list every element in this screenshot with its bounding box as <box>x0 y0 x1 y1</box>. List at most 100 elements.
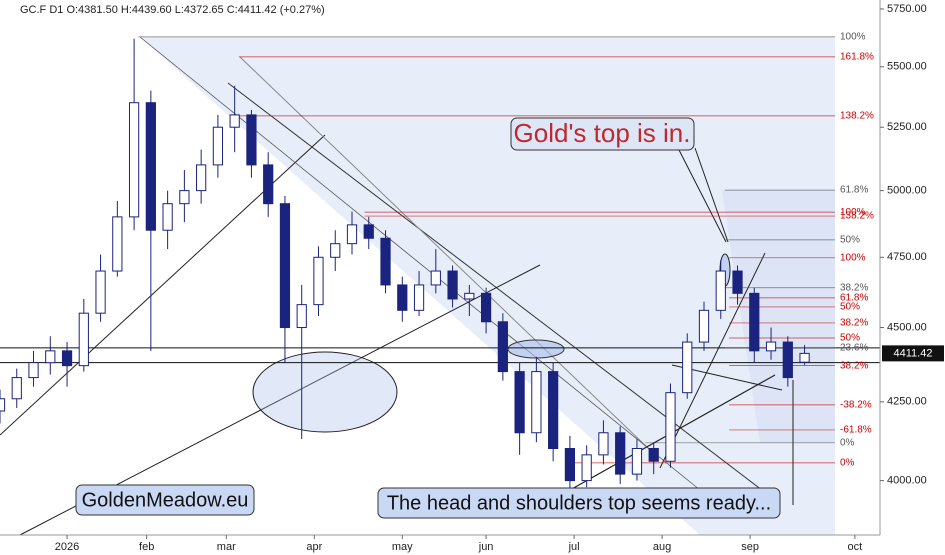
candle-body <box>682 341 693 394</box>
candle-body <box>145 102 156 231</box>
candle-body <box>732 270 743 294</box>
fib-label: 50% <box>840 235 860 246</box>
candle-body <box>112 216 123 272</box>
drawings <box>0 36 835 536</box>
callout-text: Gold's top is in. <box>514 118 691 148</box>
fib-label: 100% <box>840 252 866 263</box>
fib-label: 61.8% <box>840 292 868 303</box>
trendline <box>227 82 776 501</box>
candle-body <box>196 164 207 192</box>
header: GC.F D1 O:4381.50 H:4439.60 L:4372.65 C:… <box>20 4 325 16</box>
fib-label: 138.2% <box>840 211 874 222</box>
candle-body <box>514 371 525 434</box>
trendline <box>239 56 651 451</box>
candle-body <box>615 432 626 475</box>
fib-label: 61.8% <box>840 185 868 196</box>
candle-body <box>531 371 542 434</box>
candle-body <box>497 321 508 373</box>
candle-body <box>11 377 22 400</box>
x-tick-label: apr <box>306 541 322 553</box>
candle-body <box>581 454 592 482</box>
highlight-ellipse <box>252 351 398 433</box>
x-tick-label: jul <box>568 541 580 553</box>
plot-area: 100%161.8%138.2%61.8%100%138.2%50%100%38… <box>0 32 880 497</box>
candle-body <box>246 114 257 166</box>
candle-body <box>749 292 760 352</box>
fib-label: 50% <box>840 302 860 313</box>
y-tick-label: 4000.00 <box>887 475 927 487</box>
fib-label: 50% <box>840 333 860 344</box>
fib-label: 38.2% <box>840 360 868 371</box>
candle-body <box>0 398 6 412</box>
y-tick-label: 4750.00 <box>887 251 927 263</box>
candle-body <box>782 341 793 379</box>
y-tick-label: 5250.00 <box>887 121 927 133</box>
callout-box <box>377 487 781 519</box>
fib-label: 23.6% <box>840 343 868 354</box>
fib-label: 100% <box>840 207 866 218</box>
candle-body <box>279 203 291 329</box>
candle-body <box>78 312 89 367</box>
x-tick-label: mar <box>217 541 236 553</box>
callout: GoldenMeadow.eu <box>75 484 255 516</box>
candle-body <box>363 224 374 239</box>
candle-body <box>464 292 475 300</box>
callout-pointer <box>677 147 727 243</box>
candle-body <box>631 448 643 475</box>
fib-label: 138.2% <box>840 111 874 122</box>
candle-body <box>698 309 710 343</box>
highlight-ellipse <box>507 339 565 359</box>
trendline <box>659 252 766 469</box>
candle-body <box>648 448 659 462</box>
candle-body <box>61 350 73 367</box>
y-tick-label: 5000.00 <box>887 185 927 197</box>
candle-body <box>397 284 408 311</box>
candle-body <box>313 256 324 306</box>
shaded-region <box>140 37 835 535</box>
fib-label: -38.2% <box>840 400 872 411</box>
x-tick-label: may <box>392 541 413 553</box>
fib-label: 161.8% <box>840 52 874 63</box>
candle-body <box>598 432 609 456</box>
fib-label: -61.8% <box>840 425 872 436</box>
candle-body <box>564 448 576 482</box>
callout: Gold's top is in. <box>510 117 695 151</box>
x-tick-label: feb <box>139 541 154 553</box>
candle-body <box>799 352 810 363</box>
shaded-region <box>722 190 835 443</box>
x-tick-label: jun <box>478 541 494 553</box>
callout: The head and shoulders top seems ready..… <box>377 487 781 519</box>
candle-body <box>380 237 391 286</box>
candle-body <box>480 292 492 323</box>
y-tick-label: 5500.00 <box>887 61 927 73</box>
candle-body <box>28 362 39 379</box>
x-tick-label: oct <box>848 541 863 553</box>
candle-body <box>765 341 777 352</box>
fib-label: 0% <box>840 457 855 468</box>
y-tick-label: 4500.00 <box>887 321 927 333</box>
y-tick-label: 4250.00 <box>887 396 927 408</box>
candle-body <box>430 270 441 286</box>
candle-body <box>45 350 56 364</box>
candle-body <box>212 126 224 166</box>
last-price-label: 4411.42 <box>894 347 933 359</box>
candle-body <box>128 102 140 218</box>
candle-body <box>296 304 307 329</box>
y-tick-label: 5750.00 <box>887 3 927 15</box>
last-price-box <box>882 345 944 362</box>
candle-body <box>330 243 341 258</box>
candle-body <box>229 114 240 128</box>
fib-label: 0% <box>840 437 855 448</box>
fib-label: 38.2% <box>840 318 868 329</box>
candle-body <box>179 190 190 205</box>
callout-text: GoldenMeadow.eu <box>82 489 249 511</box>
candle-body <box>665 392 676 462</box>
callout-pointer <box>694 147 729 243</box>
candle-body <box>715 270 726 311</box>
callout-box <box>75 484 255 516</box>
candle-body <box>263 164 274 205</box>
x-tick-label: aug <box>653 541 671 553</box>
candle-body <box>413 284 425 311</box>
